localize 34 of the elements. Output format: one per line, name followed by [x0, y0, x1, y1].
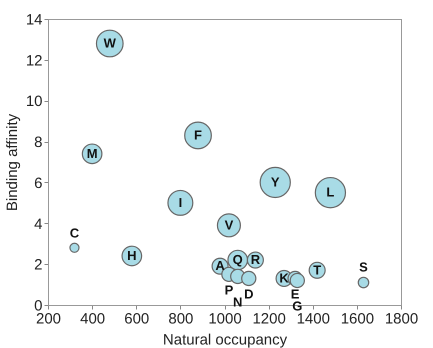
y-axis-title: Binding affinity [4, 113, 21, 212]
series-label: W [104, 36, 117, 51]
series-label: M [86, 146, 98, 161]
series-label: D [244, 286, 254, 302]
y-tick-label: 14 [26, 12, 42, 28]
series-label: C [70, 226, 80, 241]
x-tick-label: 1200 [252, 310, 286, 328]
y-tick-label: 4 [34, 216, 42, 233]
x-tick-label: 400 [80, 310, 106, 328]
series-label: N [233, 294, 242, 310]
x-tick-label: 1400 [296, 310, 330, 328]
series-label: F [194, 127, 202, 142]
y-tick-label: 8 [34, 134, 42, 152]
x-tick-label: 600 [124, 310, 150, 328]
x-tick-label: 1600 [340, 310, 374, 328]
x-tick-label: 1000 [208, 310, 242, 328]
series-label: A [215, 258, 226, 274]
y-tick-label: 6 [34, 174, 42, 192]
x-tick-label: 1800 [384, 310, 418, 328]
series-label: Y [270, 174, 280, 190]
series-label: T [313, 262, 322, 278]
x-axis-title: Natural occupancy [162, 332, 288, 348]
series-label: Q [232, 252, 243, 268]
series-label: H [127, 248, 137, 263]
y-tick-label: 2 [34, 256, 42, 274]
series-label: L [326, 184, 334, 200]
series-label: P [224, 282, 234, 298]
series-label: R [250, 252, 261, 268]
x-tick-label: 800 [168, 310, 194, 328]
series-label: S [359, 260, 368, 275]
y-tick-label: 12 [26, 52, 42, 70]
series-label: V [224, 217, 234, 232]
series-label: I [178, 194, 182, 210]
y-tick-label: 10 [26, 93, 42, 110]
